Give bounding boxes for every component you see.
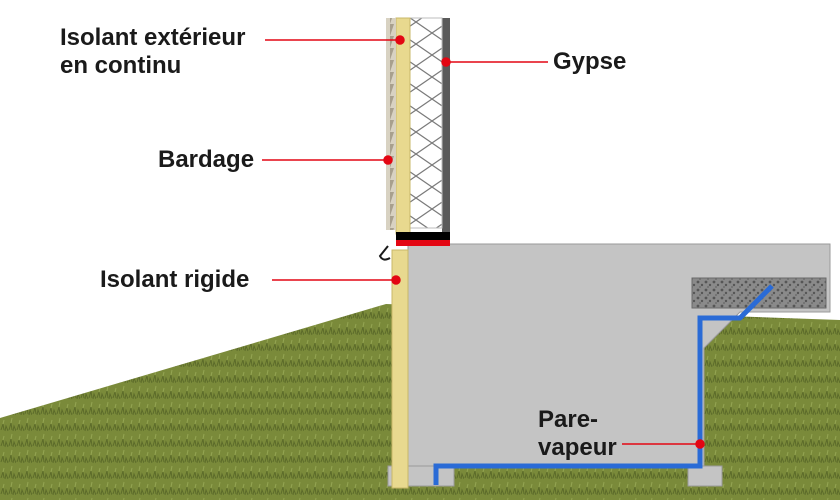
bardage-siding	[386, 18, 396, 230]
batt-insulation	[410, 18, 442, 228]
flashing-black	[396, 232, 450, 240]
label-pare-vapeur: Pare- vapeur	[538, 406, 617, 462]
rigid-insulation	[392, 250, 408, 488]
label-isolant-rigide: Isolant rigide	[100, 266, 249, 294]
gypsum-board	[442, 18, 450, 232]
grass-left	[0, 304, 386, 500]
label-gypse: Gypse	[553, 48, 626, 76]
flashing-red	[396, 240, 450, 246]
drip-edge	[380, 246, 390, 260]
label-bardage: Bardage	[158, 146, 254, 174]
label-isolant-exterieur: Isolant extérieur en continu	[60, 24, 245, 80]
exterior-insulation	[396, 18, 410, 234]
aggregate-pocket	[692, 278, 826, 308]
